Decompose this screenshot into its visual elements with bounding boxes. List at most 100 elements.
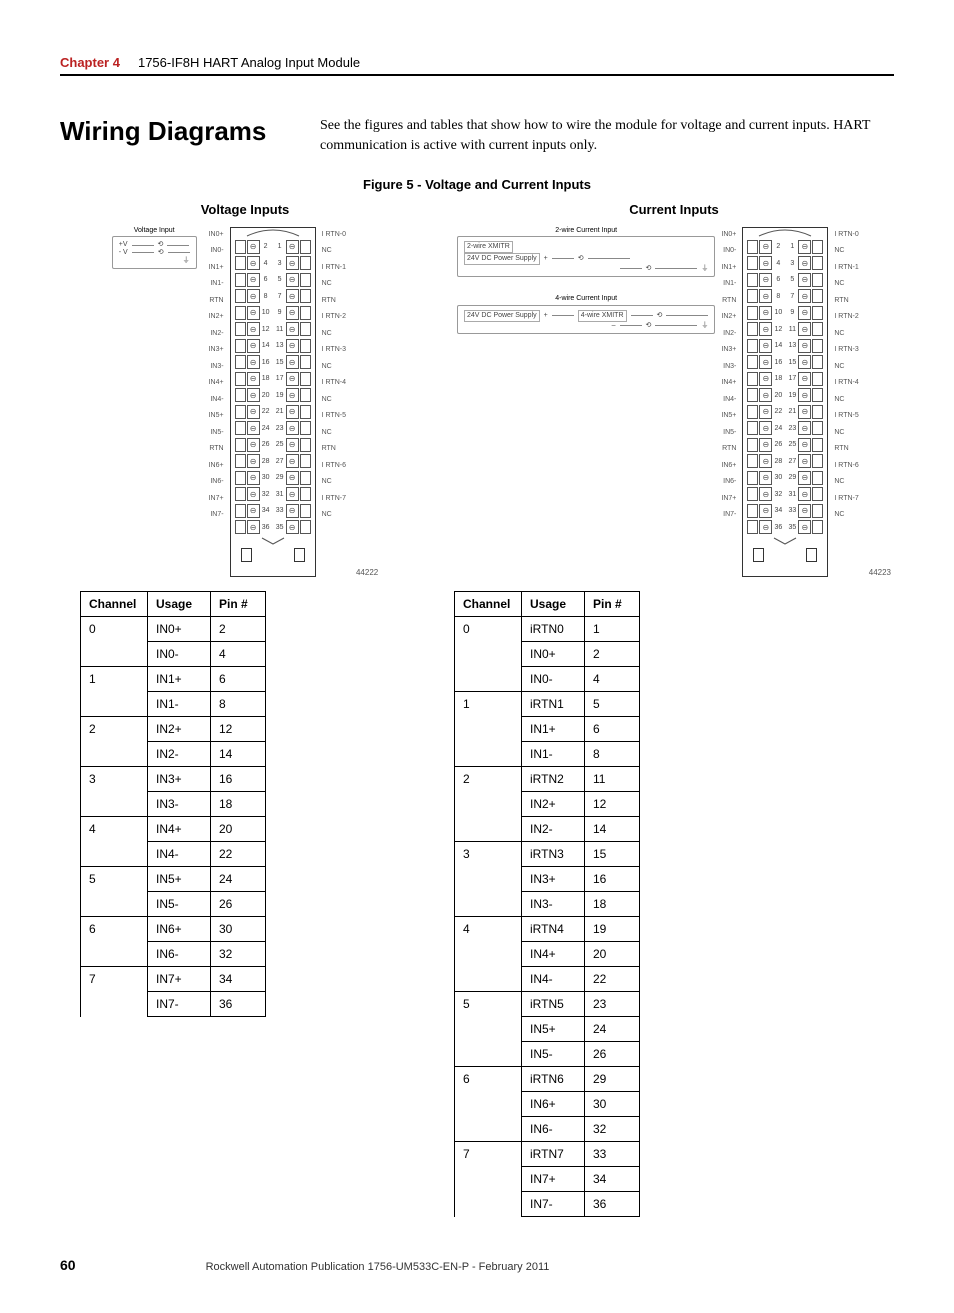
table-row: IN0+2: [455, 642, 640, 667]
table-row: IN4-22: [455, 967, 640, 992]
pin-label: I RTN-6: [834, 458, 858, 475]
pin-label: IN2-: [209, 326, 224, 343]
table-row: 7iRTN733: [455, 1142, 640, 1167]
pin-label: IN1+: [721, 260, 736, 277]
pin-label: IN0+: [209, 227, 224, 244]
table-row: IN1-8: [81, 692, 266, 717]
terminal-cell: ⊖20: [747, 388, 783, 402]
pin-label: NC: [322, 276, 346, 293]
terminal-cell: ⊖4: [747, 256, 783, 270]
page-footer: 60 Rockwell Automation Publication 1756-…: [60, 1257, 894, 1273]
terminal-cell: 21⊖: [787, 405, 823, 419]
terminal-cell: ⊖18: [747, 372, 783, 386]
terminal-cell: ⊖34: [747, 504, 783, 518]
table-row: 5IN5+24: [81, 867, 266, 892]
pin-label: IN7-: [721, 507, 736, 524]
pin-label: IN6-: [209, 474, 224, 491]
intro-text: See the figures and tables that show how…: [320, 116, 894, 157]
table-row: IN2-14: [455, 817, 640, 842]
terminal-cell: ⊖28: [235, 454, 271, 468]
table-row: IN0-4: [81, 642, 266, 667]
pin-label: NC: [834, 276, 858, 293]
terminal-cell: 31⊖: [787, 487, 823, 501]
terminal-cell: 31⊖: [275, 487, 311, 501]
table-row: IN5+24: [455, 1017, 640, 1042]
pin-label: NC: [834, 425, 858, 442]
table-row: IN7-36: [455, 1192, 640, 1217]
table-row: IN6+30: [455, 1092, 640, 1117]
table-row: IN4-22: [81, 842, 266, 867]
pin-label: NC: [834, 392, 858, 409]
table-row: IN1+6: [455, 717, 640, 742]
section-title: Wiring Diagrams: [60, 116, 320, 147]
pin-label: NC: [834, 243, 858, 260]
pin-label: I RTN-0: [834, 227, 858, 244]
pin-label: RTN: [834, 441, 858, 458]
terminal-cell: ⊖20: [235, 388, 271, 402]
table-row: IN7+34: [455, 1167, 640, 1192]
pin-label: RTN: [209, 293, 224, 310]
terminal-cell: ⊖16: [235, 355, 271, 369]
terminal-cell: 7⊖: [275, 289, 311, 303]
pin-label: IN1-: [209, 276, 224, 293]
pin-label: NC: [322, 243, 346, 260]
terminal-cell: ⊖22: [747, 405, 783, 419]
current-terminal-block: ⊖2⊖4⊖6⊖8⊖10⊖12⊖14⊖16⊖18⊖20⊖22⊖24⊖26⊖28⊖3…: [742, 227, 828, 578]
pin-label: IN6-: [721, 474, 736, 491]
col-channel: Channel: [455, 592, 522, 617]
pin-label: IN6+: [209, 458, 224, 475]
col-pin: Pin #: [585, 592, 640, 617]
pin-label: IN1-: [721, 276, 736, 293]
table-row: 1iRTN15: [455, 692, 640, 717]
table-row: 6IN6+30: [81, 917, 266, 942]
voltage-plus: +V: [119, 241, 128, 249]
table-row: 2iRTN211: [455, 767, 640, 792]
voltage-heading: Voltage Inputs: [60, 202, 430, 217]
pin-label: NC: [322, 392, 346, 409]
figure-caption: Figure 5 - Voltage and Current Inputs: [60, 177, 894, 192]
terminal-cell: 27⊖: [275, 454, 311, 468]
ps-2wire: 24V DC Power Supply: [464, 253, 540, 265]
page-number: 60: [60, 1257, 76, 1273]
pin-label: IN5+: [721, 408, 736, 425]
terminal-cell: 17⊖: [787, 372, 823, 386]
page-header: Chapter 4 1756-IF8H HART Analog Input Mo…: [60, 55, 894, 76]
pin-label: I RTN-2: [322, 309, 346, 326]
pin-label: IN5+: [209, 408, 224, 425]
table-row: IN5-26: [81, 892, 266, 917]
terminal-cell: ⊖6: [235, 273, 271, 287]
xmitr-4wire: 4-wire XMITR: [578, 310, 627, 322]
terminal-cell: 35⊖: [787, 520, 823, 534]
terminal-cell: 1⊖: [275, 240, 311, 254]
terminal-cell: ⊖32: [235, 487, 271, 501]
voltage-right-pin-labels: I RTN-0NCI RTN-1NCRTNI RTN-2NCI RTN-3NCI…: [322, 227, 346, 524]
pin-label: IN4+: [209, 375, 224, 392]
col-usage: Usage: [522, 592, 585, 617]
table-row: 7IN7+34: [81, 967, 266, 992]
terminal-cell: ⊖10: [747, 306, 783, 320]
table-row: IN0-4: [455, 667, 640, 692]
pin-label: IN3-: [209, 359, 224, 376]
pin-label: I RTN-5: [322, 408, 346, 425]
chapter-label: Chapter 4: [60, 55, 120, 70]
table-row: 5iRTN523: [455, 992, 640, 1017]
current-pin-table: Channel Usage Pin # 0iRTN01IN0+2IN0-41iR…: [454, 591, 640, 1217]
terminal-cell: 29⊖: [787, 471, 823, 485]
terminal-cell: 27⊖: [787, 454, 823, 468]
pin-label: IN4-: [209, 392, 224, 409]
pin-label: IN3-: [721, 359, 736, 376]
voltage-column: Voltage Inputs Voltage Input +V⟲ - V⟲ ⏚ …: [60, 202, 430, 1018]
voltage-sketch-label: Voltage Input: [112, 227, 197, 235]
current-2wire-label: 2-wire Current Input: [457, 227, 715, 235]
terminal-cell: 9⊖: [275, 306, 311, 320]
terminal-cell: 9⊖: [787, 306, 823, 320]
table-row: IN6-32: [455, 1117, 640, 1142]
pin-label: IN2-: [721, 326, 736, 343]
terminal-cell: ⊖6: [747, 273, 783, 287]
terminal-cell: 23⊖: [275, 421, 311, 435]
pin-label: IN0-: [209, 243, 224, 260]
table-row: IN4+20: [455, 942, 640, 967]
table-row: 4IN4+20: [81, 817, 266, 842]
terminal-cell: ⊖2: [235, 240, 271, 254]
terminal-cell: 7⊖: [787, 289, 823, 303]
